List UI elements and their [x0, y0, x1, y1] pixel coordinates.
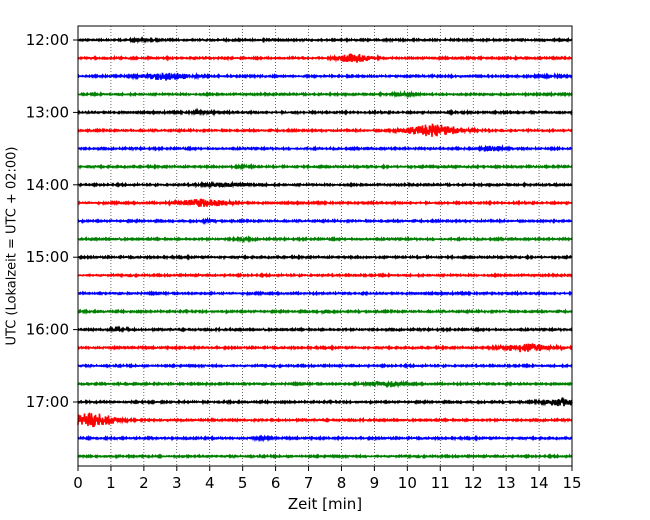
trace-line [77, 308, 573, 316]
trace-line [77, 379, 573, 389]
x-tick-label: 4 [205, 474, 215, 492]
trace-line [77, 123, 573, 137]
x-tick-label: 1 [106, 474, 116, 492]
trace-line [77, 53, 573, 63]
x-tick-label: 3 [172, 474, 182, 492]
plot-frame [77, 25, 573, 467]
y-tick-label: 12:00 [26, 31, 69, 49]
trace-line [77, 272, 573, 279]
trace-line [77, 434, 573, 443]
x-tick-label: 9 [370, 474, 380, 492]
x-tick-label: 8 [337, 474, 347, 492]
trace-line [77, 453, 573, 460]
y-tick-label: 17:00 [26, 393, 69, 411]
trace-line [77, 412, 573, 428]
trace-line [77, 397, 573, 407]
x-tick-label: 13 [497, 474, 516, 492]
seismic-traces [77, 36, 573, 460]
x-tick-label: 11 [431, 474, 450, 492]
trace-line [77, 36, 573, 45]
trace-line [77, 289, 573, 297]
trace-line [77, 162, 573, 171]
x-tick-label: 10 [398, 474, 417, 492]
trace-line [77, 216, 573, 226]
x-tick-label: 7 [304, 474, 314, 492]
trace-line [77, 235, 573, 244]
trace-line [77, 362, 573, 369]
x-tick-label: 2 [139, 474, 149, 492]
y-tick-label: 13:00 [26, 103, 69, 121]
x-tick-label: 5 [238, 474, 248, 492]
trace-line [77, 198, 573, 208]
x-axis-ticks: 0 1 2 3 4 5 6 7 8 9 10 11 12 13 14 15 [73, 466, 582, 492]
x-axis-label: Zeit [min] [288, 495, 362, 513]
vertical-grid [110, 26, 540, 466]
trace-line [77, 180, 573, 189]
trace-line [77, 144, 573, 153]
x-tick-label: 12 [464, 474, 483, 492]
trace-line [77, 253, 573, 261]
x-tick-label: 14 [530, 474, 549, 492]
y-axis-label: UTC (Lokalzeit = UTC + 02:00) [5, 147, 20, 346]
x-tick-label: 6 [271, 474, 281, 492]
trace-line [77, 71, 573, 81]
y-tick-label: 14:00 [26, 176, 69, 194]
trace-line [77, 107, 573, 117]
y-axis-ticks: 12:00 13:00 14:00 15:00 16:00 17:00 [26, 31, 78, 411]
x-tick-label: 0 [73, 474, 83, 492]
trace-line [77, 89, 573, 99]
y-tick-label: 16:00 [26, 321, 69, 339]
trace-line [77, 343, 573, 353]
y-tick-label: 15:00 [26, 248, 69, 266]
trace-line [77, 325, 573, 334]
x-tick-label: 15 [562, 474, 581, 492]
